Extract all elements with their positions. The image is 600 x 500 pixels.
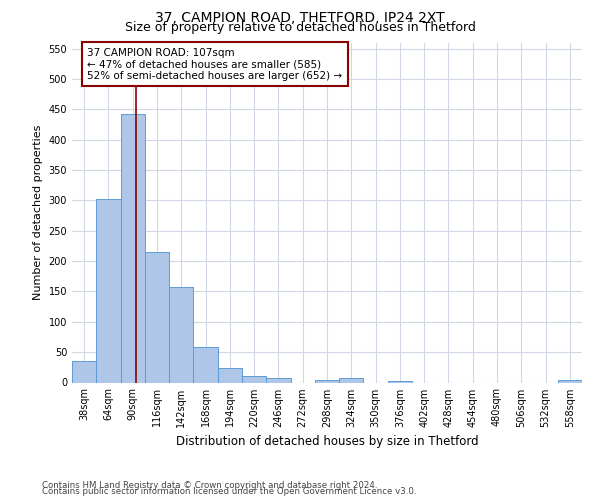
Bar <box>266 378 290 382</box>
Bar <box>193 348 218 382</box>
Bar <box>315 380 339 382</box>
Text: 37 CAMPION ROAD: 107sqm
← 47% of detached houses are smaller (585)
52% of semi-d: 37 CAMPION ROAD: 107sqm ← 47% of detache… <box>88 48 343 81</box>
Bar <box>339 378 364 382</box>
X-axis label: Distribution of detached houses by size in Thetford: Distribution of detached houses by size … <box>176 435 478 448</box>
Text: Contains HM Land Registry data © Crown copyright and database right 2024.: Contains HM Land Registry data © Crown c… <box>42 480 377 490</box>
Text: Contains public sector information licensed under the Open Government Licence v3: Contains public sector information licen… <box>42 488 416 496</box>
Text: 37, CAMPION ROAD, THETFORD, IP24 2XT: 37, CAMPION ROAD, THETFORD, IP24 2XT <box>155 11 445 25</box>
Bar <box>242 376 266 382</box>
Bar <box>96 198 121 382</box>
Y-axis label: Number of detached properties: Number of detached properties <box>33 125 43 300</box>
Bar <box>388 380 412 382</box>
Text: Size of property relative to detached houses in Thetford: Size of property relative to detached ho… <box>125 21 475 34</box>
Bar <box>145 252 169 382</box>
Bar <box>121 114 145 382</box>
Bar <box>558 380 582 382</box>
Bar <box>169 287 193 382</box>
Bar <box>72 360 96 382</box>
Bar <box>218 368 242 382</box>
